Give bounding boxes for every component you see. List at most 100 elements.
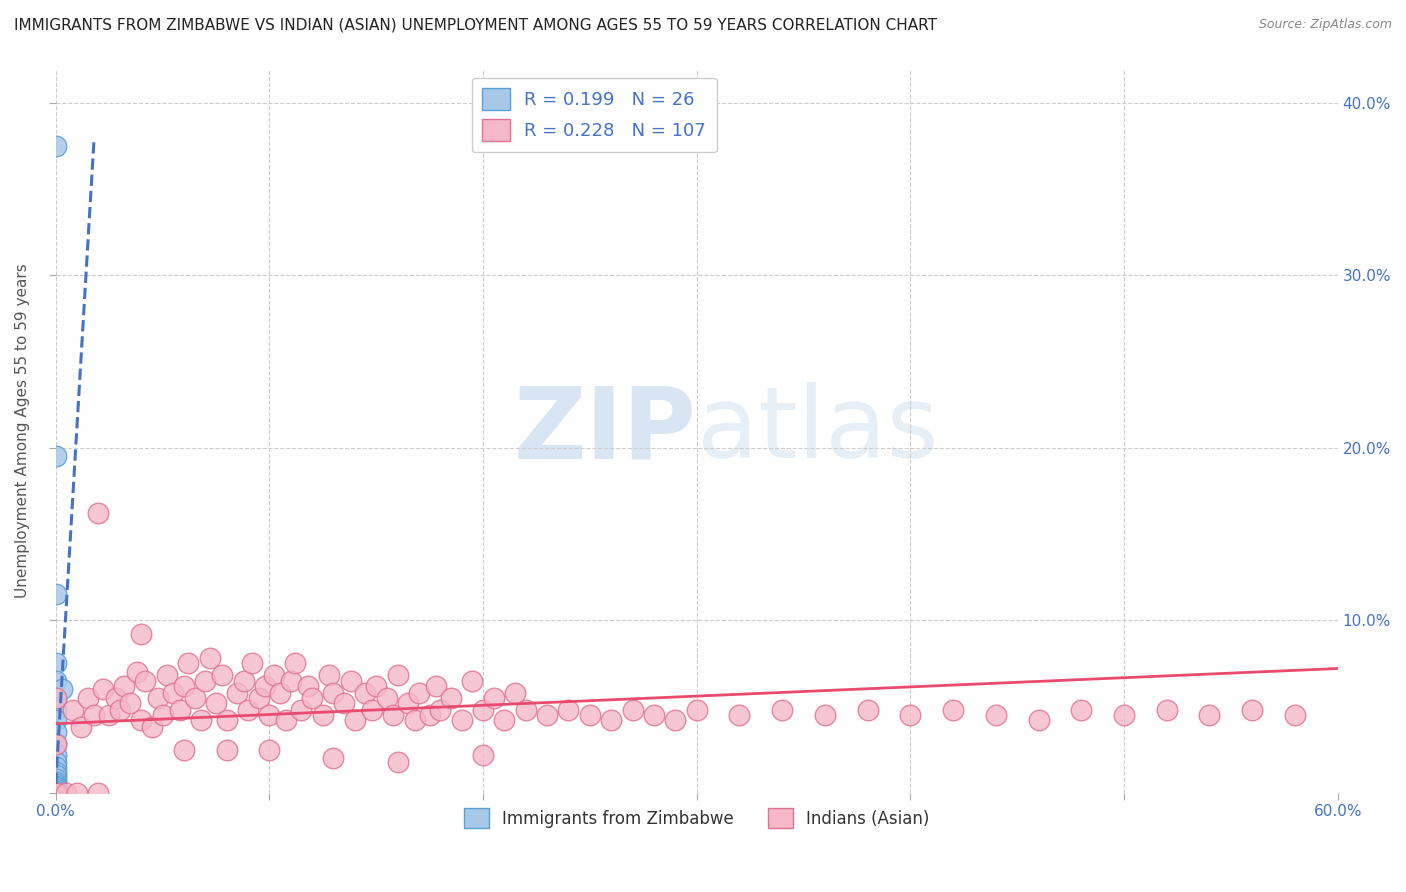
Point: [440, 690, 463, 705]
Point: [425, 679, 447, 693]
Point: [429, 703, 451, 717]
Point: [215, 713, 238, 727]
Point: [503, 686, 526, 700]
Point: [1070, 703, 1092, 717]
Point: [236, 703, 259, 717]
Text: ZIP: ZIP: [513, 382, 696, 479]
Point: [387, 755, 409, 769]
Point: [169, 703, 191, 717]
Point: [254, 679, 277, 693]
Point: [55, 786, 77, 800]
Text: IMMIGRANTS FROM ZIMBABWE VS INDIAN (ASIAN) UNEMPLOYMENT AMONG AGES 55 TO 59 YEAR: IMMIGRANTS FROM ZIMBABWE VS INDIAN (ASIA…: [14, 18, 936, 33]
Point: [856, 703, 879, 717]
Point: [45, 690, 67, 705]
Point: [643, 708, 665, 723]
Point: [482, 690, 505, 705]
Point: [280, 673, 302, 688]
Point: [198, 651, 221, 665]
Point: [51, 682, 73, 697]
Point: [259, 742, 281, 756]
Point: [343, 713, 366, 727]
Point: [322, 751, 344, 765]
Point: [45, 786, 67, 800]
Point: [339, 673, 361, 688]
Point: [461, 673, 484, 688]
Point: [87, 786, 110, 800]
Point: [366, 679, 388, 693]
Point: [621, 703, 644, 717]
Point: [45, 673, 67, 688]
Point: [318, 668, 340, 682]
Point: [312, 708, 335, 723]
Point: [301, 690, 323, 705]
Point: [1156, 703, 1178, 717]
Point: [557, 703, 579, 717]
Point: [45, 786, 67, 800]
Legend: Immigrants from Zimbabwe, Indians (Asian): Immigrants from Zimbabwe, Indians (Asian…: [457, 801, 936, 835]
Point: [45, 587, 67, 601]
Point: [45, 738, 67, 752]
Point: [120, 696, 142, 710]
Point: [62, 703, 84, 717]
Point: [83, 708, 105, 723]
Point: [600, 713, 623, 727]
Point: [259, 708, 281, 723]
Point: [45, 703, 67, 717]
Point: [387, 668, 409, 682]
Point: [98, 708, 121, 723]
Point: [183, 690, 205, 705]
Point: [284, 657, 307, 671]
Point: [173, 742, 195, 756]
Point: [45, 747, 67, 762]
Point: [177, 657, 200, 671]
Point: [333, 696, 356, 710]
Point: [814, 708, 837, 723]
Point: [45, 738, 67, 752]
Point: [579, 708, 602, 723]
Point: [536, 708, 558, 723]
Point: [205, 696, 228, 710]
Point: [91, 682, 114, 697]
Point: [148, 690, 170, 705]
Point: [232, 673, 254, 688]
Point: [108, 703, 131, 717]
Point: [45, 782, 67, 797]
Text: atlas: atlas: [696, 382, 938, 479]
Point: [211, 668, 233, 682]
Point: [290, 703, 312, 717]
Point: [45, 760, 67, 774]
Point: [472, 703, 495, 717]
Point: [45, 772, 67, 786]
Point: [382, 708, 405, 723]
Point: [450, 713, 472, 727]
Point: [190, 713, 212, 727]
Point: [125, 665, 148, 679]
Point: [45, 690, 67, 705]
Point: [419, 708, 441, 723]
Point: [141, 720, 163, 734]
Point: [1112, 708, 1135, 723]
Point: [173, 679, 195, 693]
Point: [361, 703, 384, 717]
Point: [45, 450, 67, 464]
Y-axis label: Unemployment Among Ages 55 to 59 years: Unemployment Among Ages 55 to 59 years: [15, 263, 30, 598]
Point: [129, 627, 152, 641]
Point: [45, 775, 67, 789]
Point: [215, 742, 238, 756]
Point: [45, 786, 67, 800]
Point: [408, 686, 430, 700]
Point: [664, 713, 686, 727]
Point: [45, 786, 67, 800]
Point: [472, 747, 495, 762]
Point: [942, 703, 965, 717]
Point: [45, 784, 67, 798]
Point: [45, 713, 67, 727]
Text: Source: ZipAtlas.com: Source: ZipAtlas.com: [1258, 18, 1392, 31]
Point: [240, 657, 263, 671]
Point: [269, 686, 291, 700]
Point: [194, 673, 217, 688]
Point: [45, 755, 67, 769]
Point: [162, 686, 184, 700]
Point: [45, 139, 67, 153]
Point: [263, 668, 285, 682]
